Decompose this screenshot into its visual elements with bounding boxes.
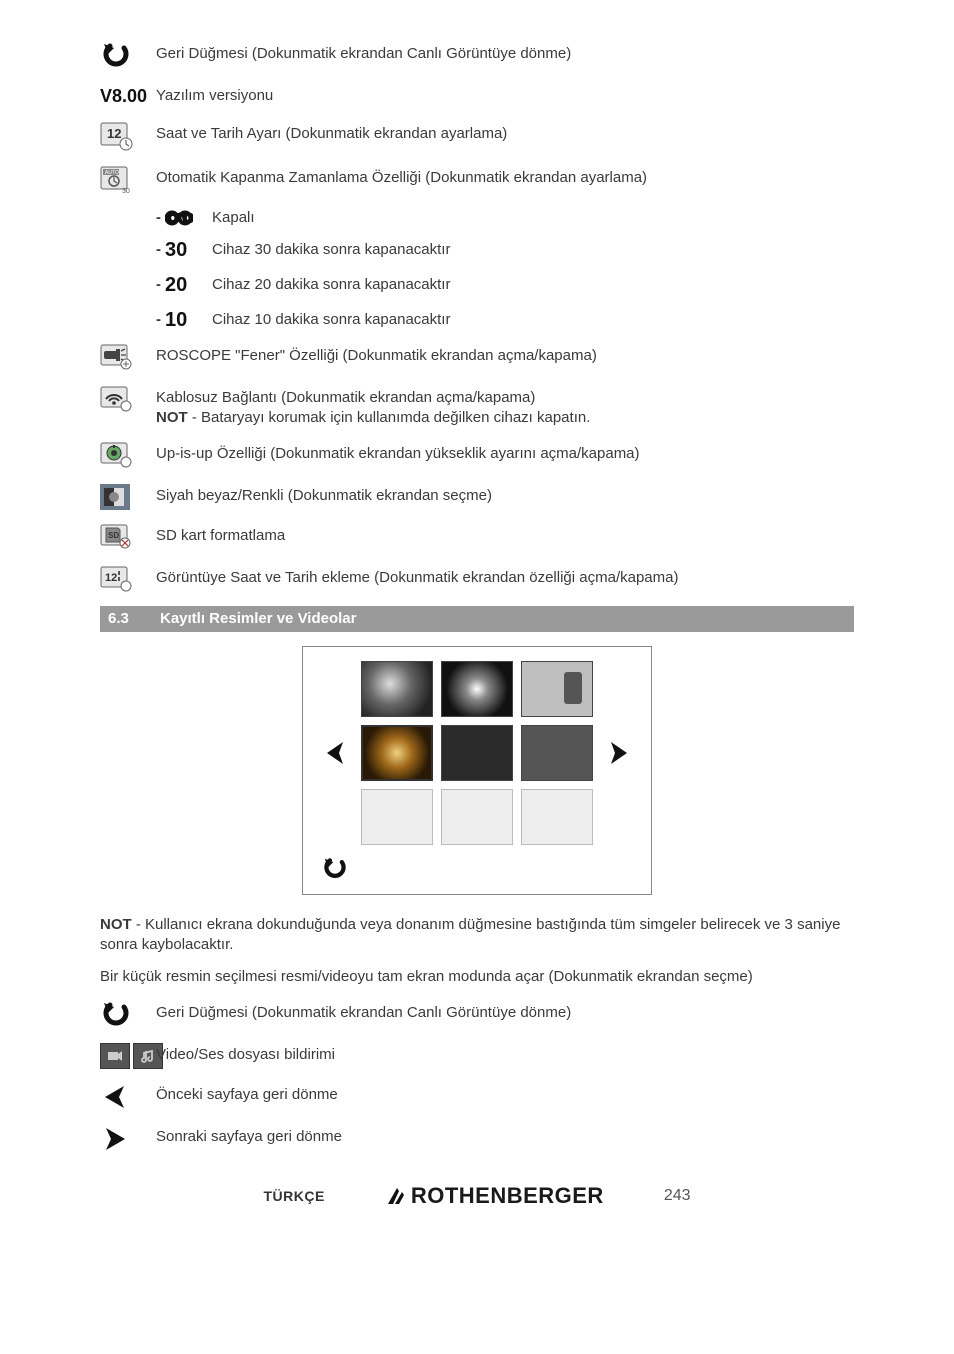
twenty-icon: 20	[165, 272, 187, 299]
upisup-icon	[100, 442, 134, 470]
sd-format-icon: SD	[100, 524, 134, 552]
sd-desc: SD kart formatlama	[156, 522, 854, 546]
note-2: Bir küçük resmin seçilmesi resmi/videoyu…	[100, 967, 854, 987]
next-desc: Sonraki sayfaya geri dönme	[156, 1123, 854, 1147]
ten-icon: 10	[165, 307, 187, 334]
autooff-desc: Otomatik Kapanma Zamanlama Özelliği (Dok…	[156, 164, 854, 188]
autooff-10: Cihaz 10 dakika sonra kapanacaktır	[212, 310, 854, 330]
video-file-icon	[100, 1043, 130, 1069]
svg-text:12: 12	[107, 126, 121, 141]
footer-lang: TÜRKÇE	[263, 1187, 324, 1206]
page-footer: TÜRKÇE ROTHENBERGER 243	[100, 1181, 854, 1211]
wifi-icon	[100, 386, 134, 414]
svg-text:12: 12	[105, 572, 117, 584]
thumb[interactable]	[441, 725, 513, 781]
back-desc: Geri Düğmesi (Dokunmatik ekrandan Canlı …	[156, 40, 854, 64]
thumb-empty	[441, 789, 513, 845]
version-desc: Yazılım versiyonu	[156, 82, 854, 106]
clock-desc: Saat ve Tarih Ayarı (Dokunmatik ekrandan…	[156, 120, 854, 144]
prev-desc: Önceki sayfaya geri dönme	[156, 1081, 854, 1105]
thirty-icon: 30	[165, 237, 187, 264]
gallery-preview	[100, 646, 854, 894]
thumb[interactable]	[361, 661, 433, 717]
autooff-off: Kapalı	[212, 208, 854, 228]
thumb-empty	[521, 789, 593, 845]
thumb-selected[interactable]	[361, 725, 433, 781]
bw-color-icon	[100, 484, 130, 510]
timestamp-icon: 12	[100, 566, 134, 594]
prev-page-icon	[100, 1083, 130, 1111]
version-label: V8.00	[100, 84, 147, 108]
roscope-desc: ROSCOPE "Fener" Özelliği (Dokunmatik ekr…	[156, 342, 854, 366]
timestamp-desc: Görüntüye Saat ve Tarih ekleme (Dokunmat…	[156, 564, 854, 588]
infinity-icon	[165, 210, 193, 226]
flashlight-icon	[100, 344, 134, 372]
bw-desc: Siyah beyaz/Renkli (Dokunmatik ekrandan …	[156, 482, 854, 506]
footer-brand: ROTHENBERGER	[385, 1181, 604, 1211]
wifi-desc: Kablosuz Bağlantı (Dokunmatik ekrandan a…	[156, 384, 854, 429]
svg-text:SD: SD	[108, 531, 119, 540]
thumb[interactable]	[521, 661, 593, 717]
svg-text:AUTO: AUTO	[105, 170, 119, 176]
thumb-empty	[361, 789, 433, 845]
thumb[interactable]	[521, 725, 593, 781]
footer-page: 243	[664, 1185, 691, 1207]
upisup-desc: Up-is-up Özelliği (Dokunmatik ekrandan y…	[156, 440, 854, 464]
section-header: 6.3Kayıtlı Resimler ve Videolar	[100, 606, 854, 632]
autooff-30: Cihaz 30 dakika sonra kapanacaktır	[212, 240, 854, 260]
svg-text:30: 30	[122, 188, 130, 195]
autooff-20: Cihaz 20 dakika sonra kapanacaktır	[212, 275, 854, 295]
clock-setting-icon: 12	[100, 122, 134, 152]
back-icon	[100, 1001, 132, 1029]
back-icon	[100, 42, 132, 70]
back2-desc: Geri Düğmesi (Dokunmatik ekrandan Canlı …	[156, 999, 854, 1023]
thumb[interactable]	[441, 661, 513, 717]
auto-off-icon: AUTO 30	[100, 166, 134, 196]
gallery-prev-icon[interactable]	[321, 738, 351, 768]
gallery-back-icon[interactable]	[321, 857, 349, 881]
note-1: NOT - Kullanıcı ekrana dokunduğunda veya…	[100, 915, 854, 956]
gallery-next-icon[interactable]	[603, 738, 633, 768]
next-page-icon	[100, 1125, 130, 1153]
video-audio-desc: Video/Ses dosyası bildirimi	[156, 1041, 854, 1065]
